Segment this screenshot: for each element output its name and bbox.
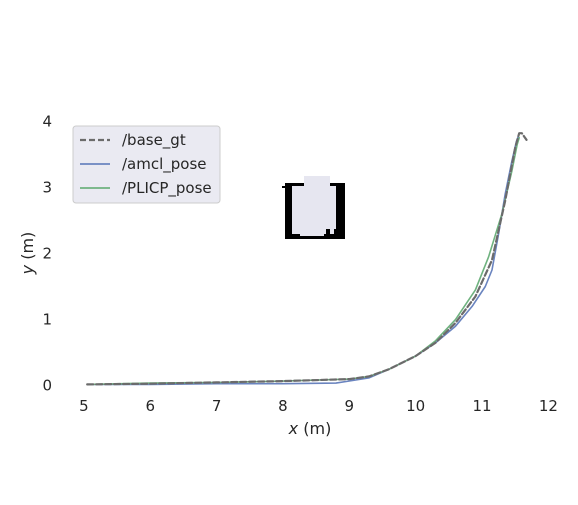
x-tick-label: 9 — [345, 397, 355, 415]
legend-label: /base_gt — [122, 131, 186, 150]
x-tick-label: 11 — [472, 397, 491, 415]
x-tick-label: 8 — [278, 397, 288, 415]
y-axis-label: y (m) — [18, 232, 37, 276]
y-axis-ticks: 0 1 2 3 4 — [42, 112, 52, 394]
series-line-amcl-pose — [86, 135, 520, 386]
x-tick-label: 7 — [212, 397, 222, 415]
legend: /base_gt/amcl_pose/PLICP_pose — [72, 125, 221, 204]
y-tick-label: 4 — [42, 112, 52, 130]
y-tick-label: 3 — [42, 178, 52, 196]
y-axis-label-variable: y — [18, 264, 37, 275]
x-tick-label: 10 — [406, 397, 425, 415]
series-lines — [86, 132, 528, 386]
x-tick-label: 12 — [539, 397, 558, 415]
robot-map-icon — [282, 176, 345, 239]
x-axis-label: x (m) — [288, 419, 332, 438]
y-tick-label: 1 — [42, 311, 52, 329]
series-line-base-gt — [86, 132, 528, 386]
legend-label: /PLICP_pose — [122, 179, 212, 198]
legend-label: /amcl_pose — [122, 155, 207, 174]
x-axis-label-variable: x — [288, 419, 299, 438]
legend-frame — [72, 125, 221, 204]
y-tick-label: 0 — [42, 377, 52, 395]
x-axis-ticks: 5 6 7 8 9 10 11 12 — [79, 397, 558, 415]
x-tick-label: 5 — [79, 397, 89, 415]
x-axis-label-unit: (m) — [303, 419, 331, 438]
x-tick-label: 6 — [145, 397, 155, 415]
y-tick-label: 2 — [42, 245, 52, 263]
y-axis-label-unit: (m) — [18, 232, 37, 260]
